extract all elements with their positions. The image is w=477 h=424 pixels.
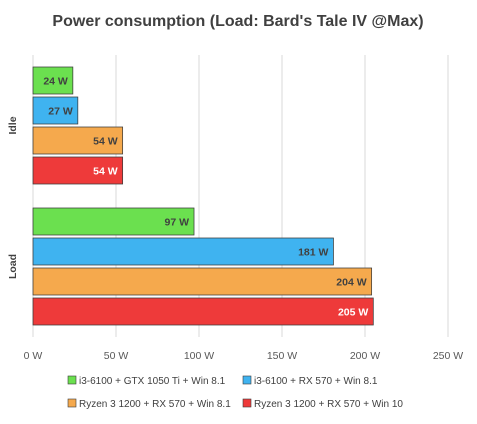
bar [32,267,373,296]
data-label: 54 W [93,136,118,148]
x-tick-label: 100 W [184,350,214,362]
bar [32,207,195,236]
bars [32,66,374,326]
bar [32,96,79,125]
x-tick-label: 250 W [433,350,463,362]
category-label: Load [7,254,19,279]
x-tick-label: 50 W [104,350,129,362]
category-label: Idle [7,116,19,134]
legend-swatch [67,375,77,385]
data-label: 205 W [338,307,368,319]
bar [32,66,74,95]
legend-label: Ryzen 3 1200 + RX 570 + Win 8.1 [79,399,231,410]
data-label: 204 W [336,277,366,289]
data-label: 181 W [298,247,328,259]
legend-swatch [67,398,77,408]
data-label: 24 W [43,76,68,88]
bar [32,156,124,185]
legend: i3-6100 + GTX 1050 Ti + Win 8.1 i3-6100 +… [67,375,403,410]
data-labels: 24 W 27 W 54 W 54 W 97 W 181 W 204 W 205 W [43,76,368,319]
legend-label: i3-6100 + RX 570 + Win 8.1 [254,376,378,387]
chart-title: Power consumption (Load: Bard's Tale IV … [52,13,423,30]
x-tick-label: 200 W [350,350,380,362]
x-tick-label: 0 W [24,350,43,362]
data-label: 97 W [165,217,190,229]
bar [32,126,124,155]
bar [32,297,374,326]
bar [32,237,334,266]
legend-label: i3-6100 + GTX 1050 Ti + Win 8.1 [79,376,226,387]
legend-swatch [242,398,252,408]
category-labels: Idle Load [7,116,19,279]
legend-label: Ryzen 3 1200 + RX 570 + Win 10 [254,399,403,410]
data-label: 27 W [48,106,73,118]
x-axis-ticks: 0 W 50 W 100 W 150 W 200 W 250 W [24,350,464,362]
data-label: 54 W [93,166,118,178]
x-tick-label: 150 W [267,350,297,362]
legend-swatch [242,375,252,385]
